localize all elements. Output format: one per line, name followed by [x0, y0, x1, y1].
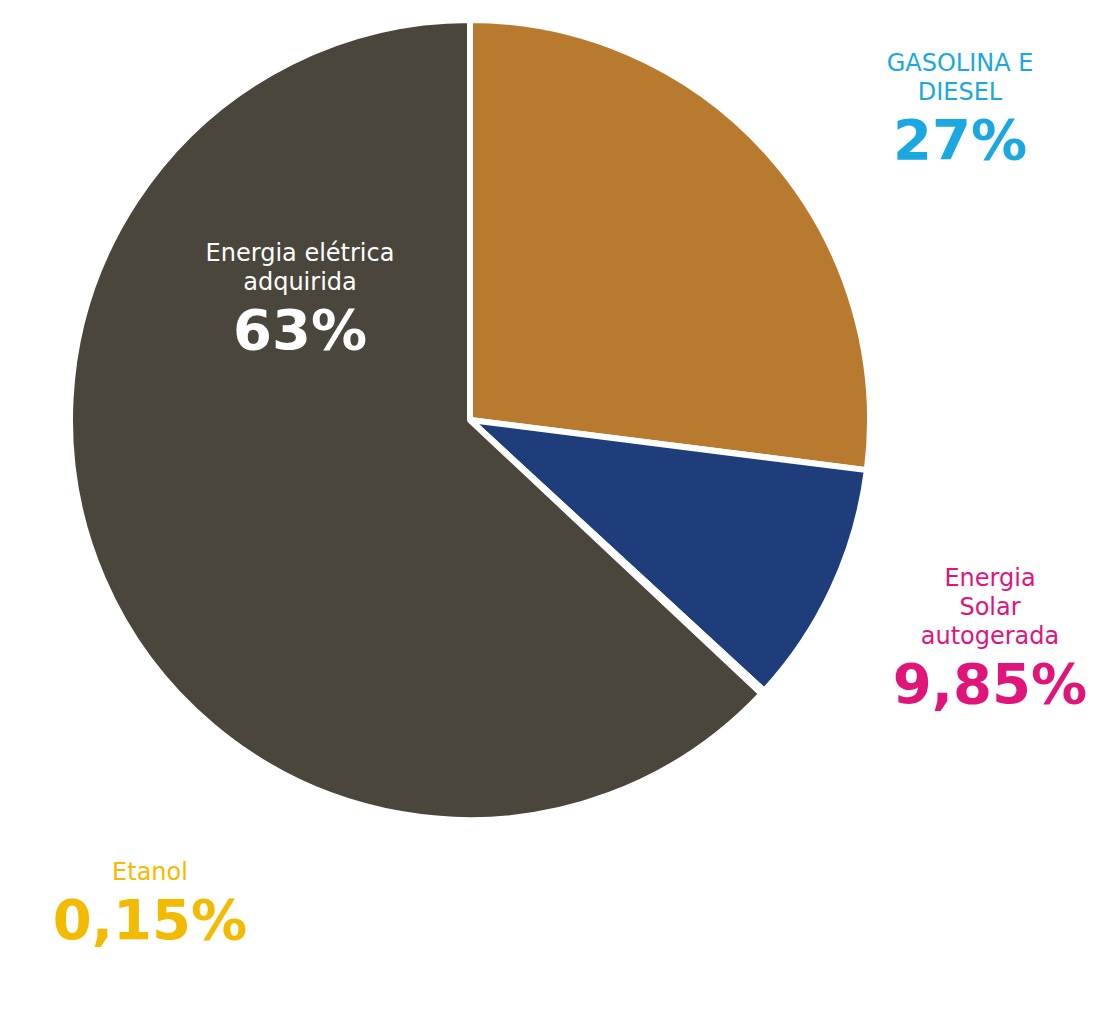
- svg-text:0,15%: 0,15%: [53, 887, 247, 952]
- svg-text:adquirida: adquirida: [243, 268, 357, 296]
- svg-text:27%: 27%: [893, 107, 1027, 172]
- svg-text:9,85%: 9,85%: [893, 651, 1087, 716]
- svg-text:63%: 63%: [233, 297, 367, 362]
- svg-text:DIESEL: DIESEL: [918, 78, 1003, 106]
- svg-text:Energia: Energia: [944, 564, 1035, 592]
- svg-text:Etanol: Etanol: [112, 858, 188, 886]
- svg-text:Energia elétrica: Energia elétrica: [206, 239, 395, 267]
- svg-text:GASOLINA E: GASOLINA E: [887, 49, 1034, 77]
- svg-text:Solar: Solar: [959, 593, 1020, 621]
- svg-text:autogerada: autogerada: [921, 622, 1060, 650]
